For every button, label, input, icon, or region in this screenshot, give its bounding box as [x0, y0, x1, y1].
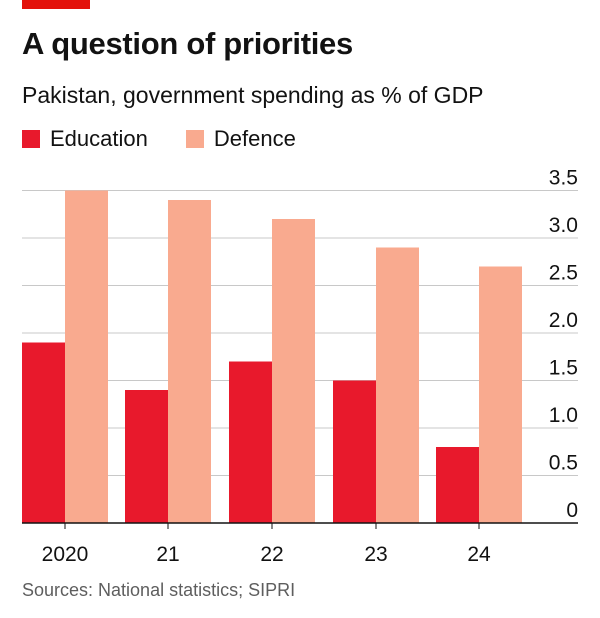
y-tick-label-1.5: 1.5: [549, 357, 578, 380]
chart-title: A question of priorities: [22, 26, 353, 61]
x-tick-label-23: 23: [364, 543, 387, 566]
y-tick-label-2.5: 2.5: [549, 262, 578, 285]
x-tick-label-2020: 2020: [42, 543, 89, 566]
y-tick-label-0: 0: [566, 499, 578, 522]
legend-item-education: Education: [22, 126, 148, 152]
legend-swatch-defence: [185, 130, 204, 148]
bar-defence-21: [168, 200, 211, 523]
source-note: Sources: National statistics; SIPRI: [22, 580, 296, 600]
bar-chart: 0 0.5 1.0 1.5 2.0 2.5 3.0 3.5 2020 21 22 23 24: [22, 167, 578, 566]
legend-swatch-education: [22, 130, 40, 148]
brand-red-bar: [22, 0, 90, 9]
legend-label-education: Education: [50, 126, 148, 151]
x-tick-label-21: 21: [156, 543, 179, 566]
bar-education-22: [229, 361, 272, 523]
legend: Education Defence: [22, 126, 334, 152]
y-tick-label-3.0: 3.0: [549, 214, 578, 237]
y-tick-label-0.5: 0.5: [549, 452, 578, 475]
y-tick-label-2.0: 2.0: [549, 309, 578, 332]
bar-education-24: [436, 447, 479, 523]
legend-item-defence: Defence: [185, 126, 296, 152]
x-tick-label-24: 24: [467, 543, 491, 566]
x-tick-label-22: 22: [260, 543, 283, 566]
bar-defence-2020: [65, 190, 108, 523]
bar-education-23: [333, 380, 376, 523]
bar-education-2020: [22, 342, 65, 523]
bar-defence-22: [272, 219, 315, 523]
bar-defence-24: [479, 266, 522, 523]
legend-label-defence: Defence: [213, 126, 296, 151]
chart-subtitle: Pakistan, government spending as % of GD…: [22, 82, 484, 108]
bar-defence-23: [376, 247, 419, 523]
y-tick-label-1.0: 1.0: [549, 404, 578, 427]
y-tick-label-3.5: 3.5: [549, 167, 578, 190]
bar-education-21: [125, 390, 168, 523]
